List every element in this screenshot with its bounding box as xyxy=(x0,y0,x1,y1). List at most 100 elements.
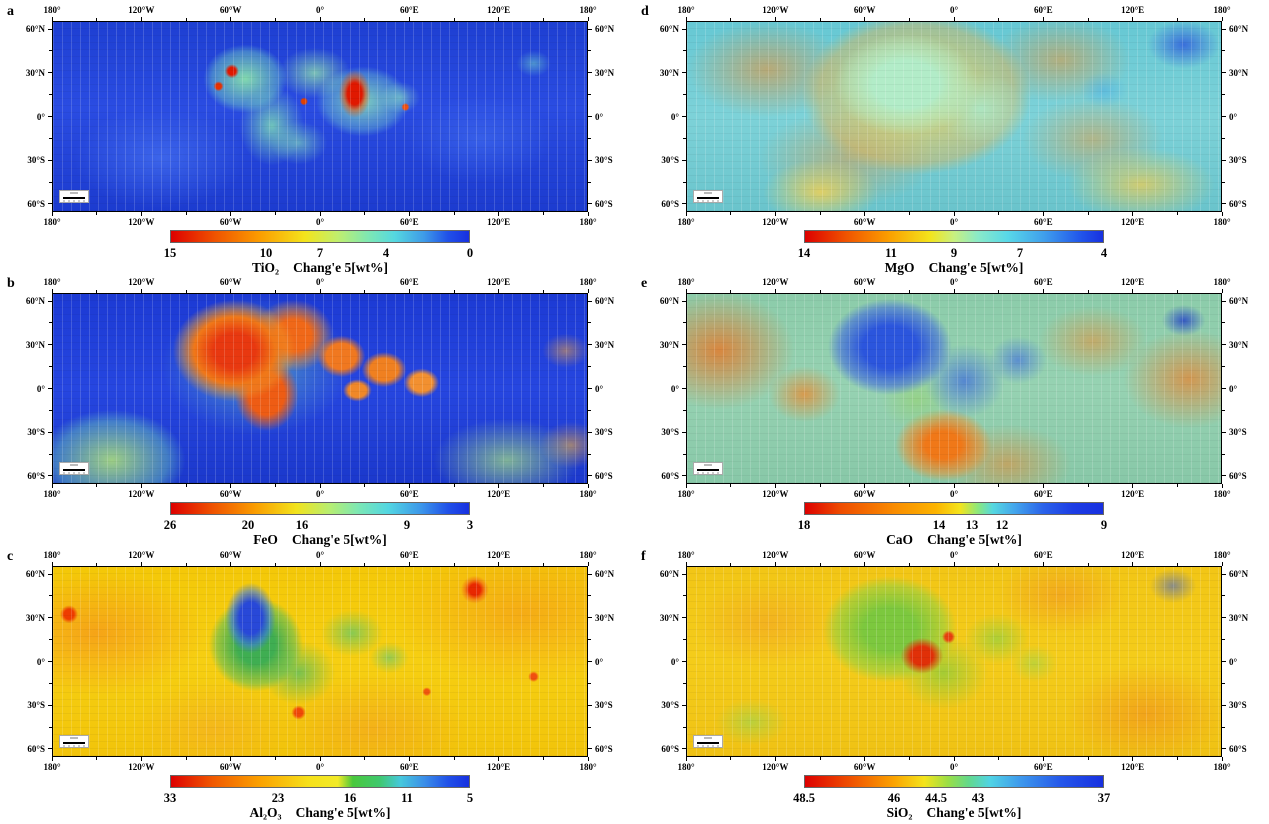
lat-minor-tick xyxy=(1222,639,1225,641)
colorbar-tick-value: 23 xyxy=(271,791,285,805)
lat-tick-label: 0° xyxy=(36,656,45,667)
lon-minor-tick xyxy=(542,757,544,760)
lat-tick-mark xyxy=(48,388,52,389)
lat-tick-label: 0° xyxy=(670,656,679,667)
lat-tick-mark xyxy=(682,388,686,389)
lon-tick-label: 120°E xyxy=(1121,5,1145,15)
lon-tick-mark xyxy=(685,484,687,488)
lon-tick-label: 180° xyxy=(579,550,597,560)
lon-minor-tick xyxy=(819,563,821,566)
lon-minor-tick xyxy=(1087,563,1089,566)
lon-tick-label: 120°W xyxy=(762,762,789,772)
lon-minor-tick xyxy=(730,563,732,566)
lon-tick-label: 0° xyxy=(315,217,325,227)
lon-minor-tick xyxy=(364,757,366,760)
scalebar-bar xyxy=(63,742,85,744)
lat-tick-mark xyxy=(682,748,686,750)
lon-tick-mark xyxy=(953,212,955,216)
lon-tick-mark xyxy=(1132,17,1134,21)
lon-minor-tick xyxy=(908,757,910,760)
colorbar-tick-value: 5 xyxy=(466,791,474,805)
lat-tick-mark xyxy=(48,661,52,662)
colorbar-tick-value: 4 xyxy=(1100,246,1108,260)
lon-tick-label: 60°E xyxy=(400,217,419,227)
lon-tick-label: 60°W xyxy=(219,762,242,772)
lat-tick-label: 60°N xyxy=(595,24,615,35)
lat-tick-label: 0° xyxy=(1229,656,1238,667)
lat-tick-label: 0° xyxy=(36,111,45,122)
lat-tick-label: 60°S xyxy=(595,198,613,209)
panel-letter-e: e xyxy=(641,276,648,291)
colorbar-title: FeO Chang'e 5[wt%] xyxy=(52,532,588,548)
lat-tick-mark xyxy=(1222,388,1226,389)
lat-tick-label: 30°N xyxy=(1229,339,1249,350)
colorbar-tick-value: 20 xyxy=(241,518,255,532)
lon-tick-label: 180° xyxy=(43,277,61,287)
lon-tick-mark xyxy=(1221,484,1223,488)
lon-tick-label: 120°E xyxy=(487,217,511,227)
lon-tick-mark xyxy=(953,289,955,293)
lat-tick-label: 30°S xyxy=(27,700,45,711)
lon-tick-label: 180° xyxy=(579,217,597,227)
lon-tick-label: 180° xyxy=(1213,489,1231,499)
lon-tick-mark xyxy=(864,17,866,21)
lon-tick-label: 180° xyxy=(677,489,695,499)
colorbar-tick-value: 18 xyxy=(797,518,811,532)
lat-minor-tick xyxy=(1222,94,1225,96)
scalebar-title-mark xyxy=(70,737,78,739)
colorbar-title: Al₂O₃ Chang'e 5[wt%] xyxy=(52,805,588,821)
colorbar-tick-value: 9 xyxy=(1100,518,1108,532)
lat-minor-tick xyxy=(588,366,591,368)
lon-tick-mark xyxy=(1042,484,1044,488)
lon-tick-label: 120°W xyxy=(762,489,789,499)
lat-tick-mark xyxy=(682,431,686,433)
lat-tick-label: 30°S xyxy=(595,700,613,711)
lat-minor-tick xyxy=(683,726,686,728)
colorbar-tick-value: 9 xyxy=(403,518,411,532)
panel-a: a 180° 180° 120°W 120°W 60°W 60°W 0° 0° 60°E 60°E… xyxy=(0,0,634,279)
lon-tick-label: 60°E xyxy=(1034,762,1053,772)
panel-f: f 180° 180° 120°W 120°W 60°W 60°W 0° 0° 60°E 60°E… xyxy=(634,545,1268,824)
lon-minor-tick xyxy=(908,18,910,21)
lat-tick-mark xyxy=(1222,28,1226,30)
lat-tick-mark xyxy=(588,116,592,117)
data-source-label: Chang'e 5[wt%] xyxy=(927,532,1022,547)
lat-tick-label: 60°N xyxy=(25,569,45,580)
lat-tick-mark xyxy=(682,159,686,161)
lon-tick-mark xyxy=(408,17,410,21)
scalebar xyxy=(693,735,723,748)
scalebar xyxy=(693,190,723,203)
lon-tick-mark xyxy=(408,212,410,216)
lon-tick-label: 120°E xyxy=(1121,489,1145,499)
lon-tick-mark xyxy=(1221,289,1223,293)
lon-tick-label: 180° xyxy=(43,762,61,772)
lon-tick-label: 120°E xyxy=(1121,277,1145,287)
lat-tick-label: 0° xyxy=(595,111,604,122)
lon-tick-mark xyxy=(498,484,500,488)
lon-tick-mark xyxy=(685,17,687,21)
lon-minor-tick xyxy=(998,290,1000,293)
lon-tick-mark xyxy=(319,17,321,21)
colorbar-title: SiO₂ Chang'e 5[wt%] xyxy=(686,805,1222,821)
oxide-formula: TiO₂ xyxy=(252,260,280,275)
lon-minor-tick xyxy=(364,484,366,487)
lon-tick-mark xyxy=(140,17,142,21)
lon-minor-tick xyxy=(730,18,732,21)
map-frame: 180° 180° 120°W 120°W 60°W 60°W 0° 0° 60°E 60°E 12… xyxy=(26,550,614,772)
map-frame: 180° 180° 120°W 120°W 60°W 60°W 0° 0° 60°E 60°E 12… xyxy=(26,5,614,227)
map-frame: 180° 180° 120°W 120°W 60°W 60°W 0° 0° 60°E 60°E 12… xyxy=(660,5,1248,227)
lon-tick-mark xyxy=(685,212,687,216)
lon-tick-mark xyxy=(587,757,589,761)
colorbar-title: MgO Chang'e 5[wt%] xyxy=(686,260,1222,276)
lon-tick-label: 0° xyxy=(949,217,959,227)
lon-tick-label: 120°E xyxy=(1121,762,1145,772)
lat-minor-tick xyxy=(683,682,686,684)
lat-tick-label: 0° xyxy=(1229,383,1238,394)
lat-minor-tick xyxy=(588,181,591,183)
lat-tick-label: 0° xyxy=(36,383,45,394)
lat-tick-label: 30°S xyxy=(661,427,679,438)
lon-tick-label: 120°W xyxy=(128,489,155,499)
oxide-formula: Al₂O₃ xyxy=(249,805,282,820)
lat-minor-tick xyxy=(1222,181,1225,183)
lon-tick-mark xyxy=(685,289,687,293)
